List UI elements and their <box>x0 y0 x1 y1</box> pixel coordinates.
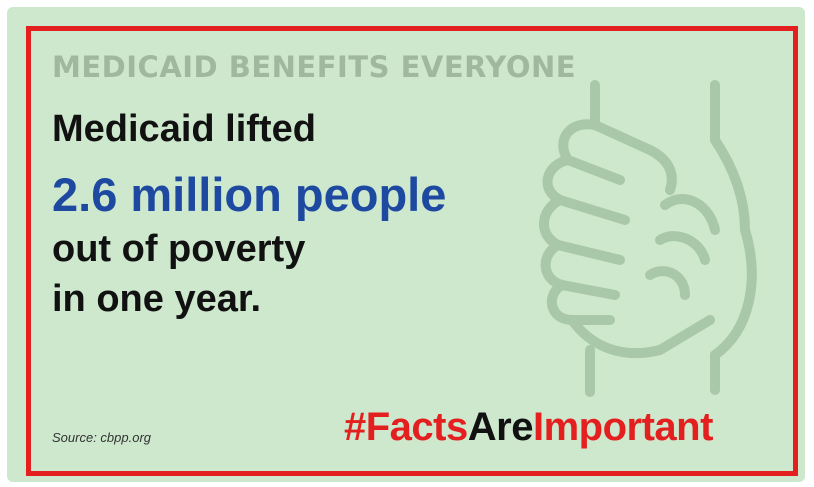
hashtag: #FactsAreImportant <box>344 405 713 450</box>
hashtag-part-facts: #Facts <box>344 405 468 449</box>
statement-line-3: out of poverty <box>52 228 306 270</box>
hashtag-part-important: Important <box>532 405 713 449</box>
source-note: Source: cbpp.org <box>52 430 152 445</box>
statement-line-4: in one year. <box>52 278 262 320</box>
headline: MEDICAID BENEFITS EVERYONE <box>52 50 577 84</box>
statement-line-1: Medicaid lifted <box>52 108 316 150</box>
statement-highlight: 2.6 million people <box>52 168 447 221</box>
red-border-frame <box>26 26 798 476</box>
holding-hands-icon <box>539 80 757 397</box>
infographic-card <box>7 7 805 482</box>
hashtag-part-are: Are <box>467 405 534 449</box>
